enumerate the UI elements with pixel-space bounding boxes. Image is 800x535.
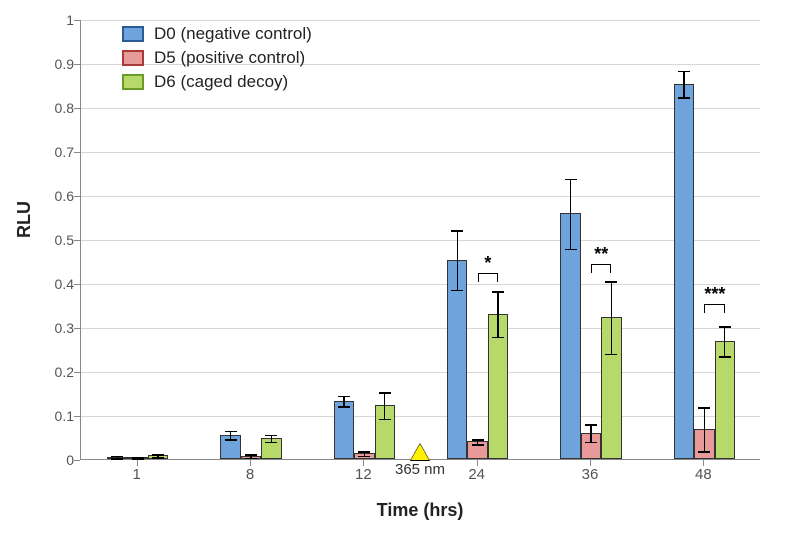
x-tick-mark	[250, 460, 251, 466]
y-axis-title: RLU	[14, 0, 35, 440]
gridline	[81, 196, 760, 197]
legend-note: (negative control)	[180, 24, 311, 43]
legend-swatch	[122, 74, 144, 90]
gridline	[81, 152, 760, 153]
bar	[715, 341, 735, 459]
legend-swatch	[122, 26, 144, 42]
legend-label: D0 (negative control)	[154, 24, 312, 44]
legend-note: (positive control)	[180, 48, 305, 67]
gridline	[81, 240, 760, 241]
x-axis-title: Time (hrs)	[80, 500, 760, 521]
gridline	[81, 372, 760, 373]
y-tick-label: 0.7	[34, 144, 74, 160]
bar	[334, 401, 354, 459]
x-tick-label: 12	[355, 466, 372, 483]
significance-bracket: ***	[704, 294, 724, 318]
x-tick-label: 24	[468, 466, 485, 483]
significance-bracket: **	[591, 254, 611, 278]
legend-item: D5 (positive control)	[122, 48, 312, 68]
significance-label: ***	[704, 284, 724, 305]
gridline	[81, 108, 760, 109]
y-tick-label: 0.2	[34, 364, 74, 380]
legend-label: D6 (caged decoy)	[154, 72, 288, 92]
legend-item: D6 (caged decoy)	[122, 72, 312, 92]
legend-note: (caged decoy)	[180, 72, 288, 91]
y-tick-mark	[74, 460, 80, 461]
legend-label: D5 (positive control)	[154, 48, 305, 68]
legend: D0 (negative control) D5 (positive contro…	[122, 24, 312, 96]
gridline	[81, 20, 760, 21]
triangle-up-icon	[411, 444, 429, 460]
x-tick-label: 48	[695, 466, 712, 483]
y-tick-label: 0.9	[34, 56, 74, 72]
x-tick-mark	[590, 460, 591, 466]
x-tick-mark	[137, 460, 138, 466]
y-tick-label: 0.6	[34, 188, 74, 204]
gridline	[81, 284, 760, 285]
x-tick-mark	[703, 460, 704, 466]
y-tick-label: 0.5	[34, 232, 74, 248]
significance-label: *	[478, 253, 498, 274]
y-tick-label: 0	[34, 452, 74, 468]
y-tick-label: 0.3	[34, 320, 74, 336]
bar	[674, 84, 694, 459]
significance-bracket: *	[478, 263, 498, 287]
x-tick-label: 36	[582, 466, 599, 483]
figure: RLU 00.10.20.30.40.50.60.70.80.91 ******…	[0, 0, 800, 535]
x-tick-label: 1	[132, 466, 140, 483]
y-tick-label: 0.8	[34, 100, 74, 116]
x-tick-mark	[363, 460, 364, 466]
y-tick-label: 0.1	[34, 408, 74, 424]
uv-irradiation-marker: 365 nm	[395, 444, 445, 478]
legend-item: D0 (negative control)	[122, 24, 312, 44]
gridline	[81, 416, 760, 417]
x-tick-mark	[477, 460, 478, 466]
uv-marker-label: 365 nm	[395, 461, 445, 478]
y-tick-label: 1	[34, 12, 74, 28]
y-tick-label: 0.4	[34, 276, 74, 292]
gridline	[81, 328, 760, 329]
significance-label: **	[591, 244, 611, 265]
x-tick-label: 8	[246, 466, 254, 483]
legend-swatch	[122, 50, 144, 66]
